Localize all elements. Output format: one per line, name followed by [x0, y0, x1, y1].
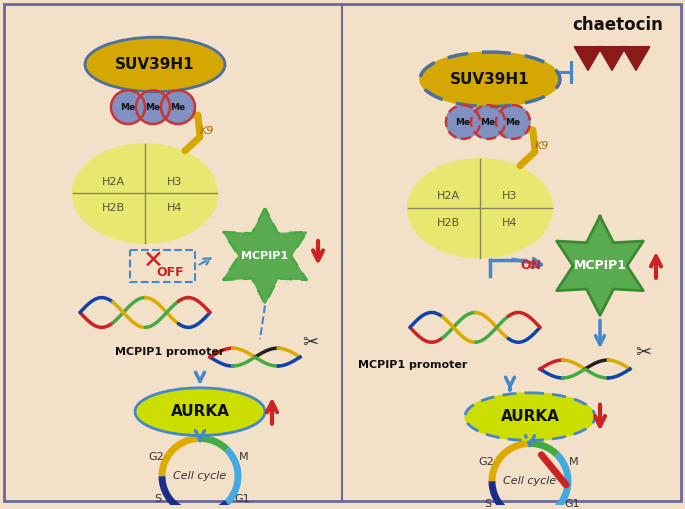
Text: H2A: H2A	[101, 177, 125, 186]
Text: chaetocin: chaetocin	[573, 16, 664, 34]
Text: S: S	[155, 494, 162, 504]
Ellipse shape	[465, 393, 595, 440]
Ellipse shape	[408, 159, 553, 258]
Text: H4: H4	[502, 218, 518, 228]
Text: G1: G1	[564, 499, 580, 508]
Circle shape	[446, 105, 480, 139]
Text: Cell cycle: Cell cycle	[173, 471, 227, 481]
Ellipse shape	[420, 52, 560, 107]
Text: ✂: ✂	[302, 333, 319, 352]
Text: G1: G1	[234, 494, 249, 504]
Text: SUV39H1: SUV39H1	[115, 57, 195, 72]
Text: Me: Me	[456, 118, 471, 127]
Text: K9: K9	[200, 126, 214, 136]
Text: Me: Me	[171, 103, 186, 111]
Text: M: M	[569, 457, 579, 467]
Ellipse shape	[85, 37, 225, 92]
Text: MCPIP1: MCPIP1	[573, 260, 627, 272]
Text: MCPIP1 promoter: MCPIP1 promoter	[358, 360, 467, 370]
Circle shape	[471, 105, 505, 139]
Circle shape	[161, 90, 195, 124]
Text: H2A: H2A	[436, 191, 460, 202]
Text: G2: G2	[478, 457, 494, 467]
Ellipse shape	[73, 144, 218, 243]
Text: M: M	[239, 453, 249, 462]
Text: H2B: H2B	[436, 218, 460, 228]
Text: ✂: ✂	[635, 343, 651, 362]
Text: Me: Me	[121, 103, 136, 111]
Text: SUV39H1: SUV39H1	[450, 72, 530, 87]
Text: ON: ON	[520, 260, 541, 272]
Text: H4: H4	[167, 203, 183, 213]
Text: H3: H3	[502, 191, 518, 202]
Text: MCPIP1 promoter: MCPIP1 promoter	[115, 347, 225, 357]
Text: K9: K9	[535, 141, 549, 151]
Circle shape	[111, 90, 145, 124]
Text: H2B: H2B	[101, 203, 125, 213]
Ellipse shape	[135, 388, 265, 436]
Text: Cell cycle: Cell cycle	[503, 476, 557, 486]
Text: MCPIP1: MCPIP1	[241, 251, 288, 261]
Text: H3: H3	[167, 177, 183, 186]
Text: G2: G2	[149, 453, 164, 462]
Text: S: S	[484, 499, 492, 508]
Circle shape	[496, 105, 530, 139]
Text: AURKA: AURKA	[501, 409, 560, 424]
Text: Me: Me	[480, 118, 495, 127]
Polygon shape	[223, 208, 307, 303]
Text: Me: Me	[145, 103, 160, 111]
Circle shape	[136, 90, 170, 124]
Text: AURKA: AURKA	[171, 404, 229, 419]
Text: Me: Me	[506, 118, 521, 127]
Polygon shape	[557, 216, 643, 316]
Text: ✕: ✕	[142, 249, 164, 273]
Text: OFF: OFF	[156, 266, 184, 279]
